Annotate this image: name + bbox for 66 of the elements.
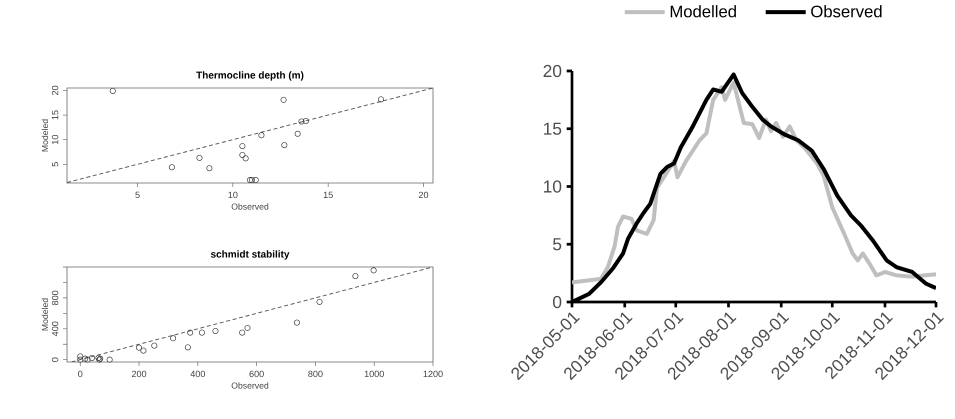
point — [206, 165, 212, 172]
y-tick-label: 800 — [52, 290, 58, 306]
y-tick-label: 0 — [552, 296, 562, 308]
point — [281, 142, 288, 148]
y-tick-label: 400 — [52, 322, 58, 336]
point — [239, 330, 246, 336]
x-tick-label: 15 — [324, 192, 333, 198]
point — [170, 335, 176, 342]
point — [196, 154, 202, 161]
point — [370, 267, 377, 274]
y-axis-title: Modeled — [42, 119, 48, 152]
y-tick-label: 5 — [52, 162, 58, 166]
y-tick-label: 10 — [52, 135, 58, 144]
point — [239, 143, 246, 150]
point — [88, 354, 95, 361]
x-tick-label: 400 — [190, 370, 206, 378]
point — [378, 96, 384, 102]
point — [242, 155, 249, 162]
point — [95, 354, 102, 361]
point — [140, 348, 146, 354]
legend-label: Observed — [811, 5, 882, 18]
x-tick-label: 600 — [250, 370, 264, 378]
point — [294, 320, 300, 326]
point — [184, 344, 191, 350]
x-tick-label: 200 — [132, 370, 146, 378]
point — [316, 298, 323, 305]
x-axis-title: Observed — [232, 203, 268, 210]
y-tick-label: 5 — [553, 238, 562, 250]
point — [252, 177, 259, 184]
y-axis-title: Modeled — [42, 298, 48, 330]
point — [106, 356, 113, 363]
y-tick-label: 0 — [52, 358, 58, 362]
point — [280, 96, 287, 103]
chart-title: schmidt stability — [210, 250, 290, 260]
y-tick-label: 15 — [52, 110, 58, 120]
point — [212, 328, 218, 334]
y-tick-label: 20 — [544, 64, 562, 78]
point — [151, 342, 158, 349]
point — [258, 132, 264, 138]
legend-label: Modelled — [670, 5, 736, 18]
point — [77, 356, 84, 363]
x-tick-label: 0 — [78, 370, 82, 378]
x-tick-label: 20 — [418, 192, 428, 198]
point — [82, 356, 88, 362]
point — [77, 353, 84, 360]
x-axis-title: Observed — [232, 382, 268, 389]
point — [187, 330, 194, 336]
y-tick-label: 15 — [544, 122, 562, 135]
point — [239, 152, 246, 158]
point — [136, 344, 142, 351]
x-tick-label: 10 — [228, 192, 238, 198]
point — [352, 273, 358, 280]
x-tick-label: 1200 — [424, 370, 443, 378]
x-tick-label: 1000 — [364, 370, 384, 378]
x-tick-label: 5 — [135, 192, 140, 198]
point — [244, 324, 251, 331]
point — [198, 330, 205, 336]
chart-title: Thermocline depth (m) — [196, 71, 304, 81]
point — [110, 88, 116, 94]
point — [294, 130, 301, 137]
point — [298, 118, 304, 124]
point — [168, 164, 175, 170]
point — [84, 356, 91, 363]
point — [302, 118, 309, 124]
x-tick-label: 800 — [308, 370, 323, 378]
y-tick-label: 20 — [52, 86, 58, 96]
